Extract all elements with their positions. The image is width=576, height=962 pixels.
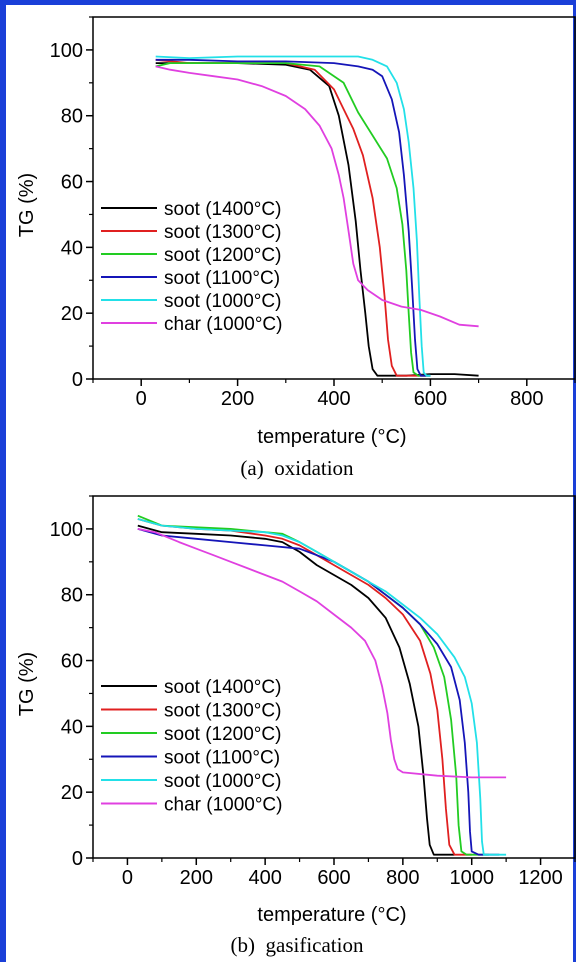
legend-label: soot (1400°C) bbox=[164, 677, 281, 698]
legend-label: soot (1000°C) bbox=[164, 291, 281, 312]
series-line bbox=[155, 62, 431, 377]
panel-a-x-axis-label: temperature (°C) bbox=[257, 426, 406, 448]
y-tick-label: 40 bbox=[61, 716, 83, 738]
legend-label: char (1000°C) bbox=[164, 314, 282, 335]
series-line bbox=[137, 518, 507, 856]
y-tick-label: 60 bbox=[61, 172, 83, 194]
x-tick-label: 1200 bbox=[518, 867, 563, 889]
y-tick-label: 20 bbox=[61, 303, 83, 325]
panel-b-ticks: 0 200 400 600 800 1000 1200 0 20 40 60 80 100 bbox=[50, 495, 576, 889]
y-tick-label: 100 bbox=[50, 40, 83, 62]
x-tick-label: 0 bbox=[136, 388, 147, 410]
x-tick-label: 1000 bbox=[449, 867, 494, 889]
legend-label: soot (1100°C) bbox=[164, 268, 280, 289]
x-tick-label: 800 bbox=[510, 388, 543, 410]
series-line bbox=[155, 65, 479, 328]
panel-b-y-axis-label: TG (%) bbox=[16, 652, 38, 716]
panel-b-caption: (b) gasification bbox=[231, 933, 364, 957]
legend-label: soot (1400°C) bbox=[164, 199, 281, 220]
panel-b-x-axis-label: temperature (°C) bbox=[257, 904, 406, 926]
legend-label: soot (1200°C) bbox=[164, 245, 281, 266]
panel-b-series bbox=[137, 514, 507, 856]
y-tick-label: 20 bbox=[61, 782, 83, 804]
x-tick-label: 400 bbox=[248, 867, 281, 889]
legend-label: soot (1300°C) bbox=[164, 222, 281, 243]
panel-b-gasification: 0 200 400 600 800 1000 1200 0 20 40 60 80 100 soot (… bbox=[16, 495, 576, 957]
panel-a-caption: (a) oxidation bbox=[240, 456, 354, 480]
legend-label: soot (1300°C) bbox=[164, 701, 281, 722]
x-tick-label: 400 bbox=[317, 388, 350, 410]
legend-label: char (1000°C) bbox=[164, 795, 282, 816]
x-tick-label: 0 bbox=[122, 867, 133, 889]
y-tick-label: 60 bbox=[61, 651, 83, 673]
panel-a-ticks: 0 200 400 600 800 0 20 40 60 80 100 bbox=[50, 16, 576, 410]
series-line bbox=[155, 55, 431, 377]
x-tick-label: 200 bbox=[221, 388, 254, 410]
legend-label: soot (1200°C) bbox=[164, 724, 281, 745]
series-line bbox=[137, 518, 472, 856]
panel-a-series bbox=[155, 55, 479, 377]
y-tick-label: 0 bbox=[72, 848, 83, 870]
panel-a-legend: soot (1400°C)soot (1300°C)soot (1200°C)s… bbox=[101, 199, 282, 335]
y-tick-label: 40 bbox=[61, 237, 83, 259]
series-line bbox=[137, 528, 500, 856]
x-tick-label: 800 bbox=[386, 867, 419, 889]
series-line bbox=[137, 528, 507, 779]
legend-label: soot (1000°C) bbox=[164, 771, 281, 792]
y-tick-label: 0 bbox=[72, 369, 83, 391]
panel-a-y-axis-label: TG (%) bbox=[16, 173, 38, 237]
panel-b-legend: soot (1400°C) soot (1300°C)soot (1200°C) s… bbox=[101, 677, 282, 816]
x-tick-label: 200 bbox=[180, 867, 213, 889]
y-tick-label: 80 bbox=[61, 585, 83, 607]
series-line bbox=[137, 524, 455, 856]
legend-label: soot (1100°C) bbox=[164, 748, 280, 769]
x-tick-label: 600 bbox=[317, 867, 350, 889]
y-tick-label: 80 bbox=[61, 106, 83, 128]
x-tick-label: 600 bbox=[414, 388, 447, 410]
y-tick-label: 100 bbox=[50, 519, 83, 541]
series-line bbox=[155, 58, 431, 377]
